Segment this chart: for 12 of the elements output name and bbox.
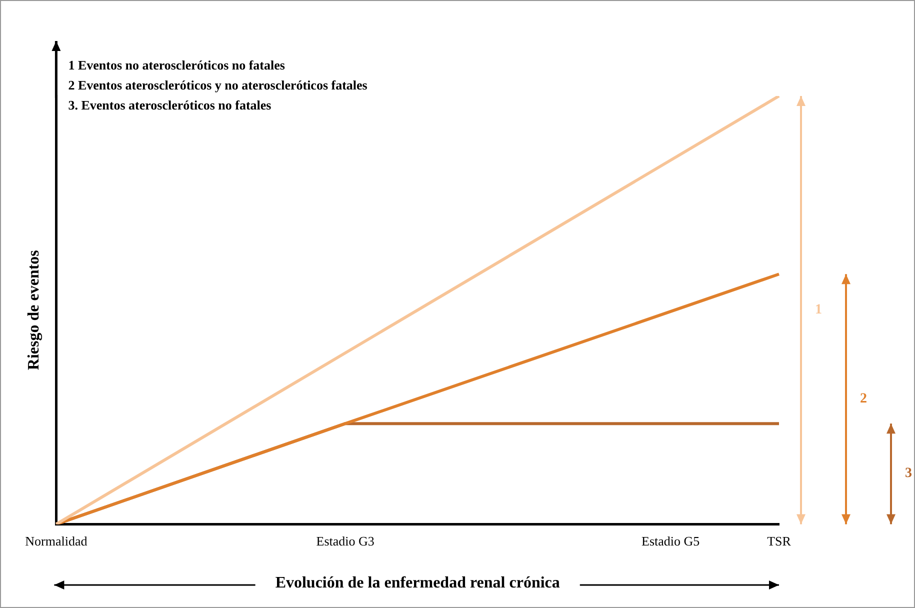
x-axis-title: Evolución de la enfermedad renal crónica	[275, 574, 560, 592]
text: 1	[815, 302, 822, 318]
annotation: 3. Eventos ateroscleróticos no fatales	[68, 97, 272, 112]
text: 1 Eventos no ateroscleróticos no fatales	[68, 57, 285, 72]
text: 2 Eventos ateroscleróticos y no ateroscleróticos fatales	[68, 77, 368, 92]
x-tick-label: Estadio G3	[316, 533, 374, 548]
text: 3	[905, 466, 912, 482]
y-axis-title: Riesgo de eventos	[26, 250, 43, 370]
x-tick-label: TSR	[767, 533, 792, 548]
x-tick-label: Estadio G5	[642, 533, 700, 548]
x-tick-label: Normalidad	[25, 533, 88, 548]
text: 2	[860, 391, 867, 406]
